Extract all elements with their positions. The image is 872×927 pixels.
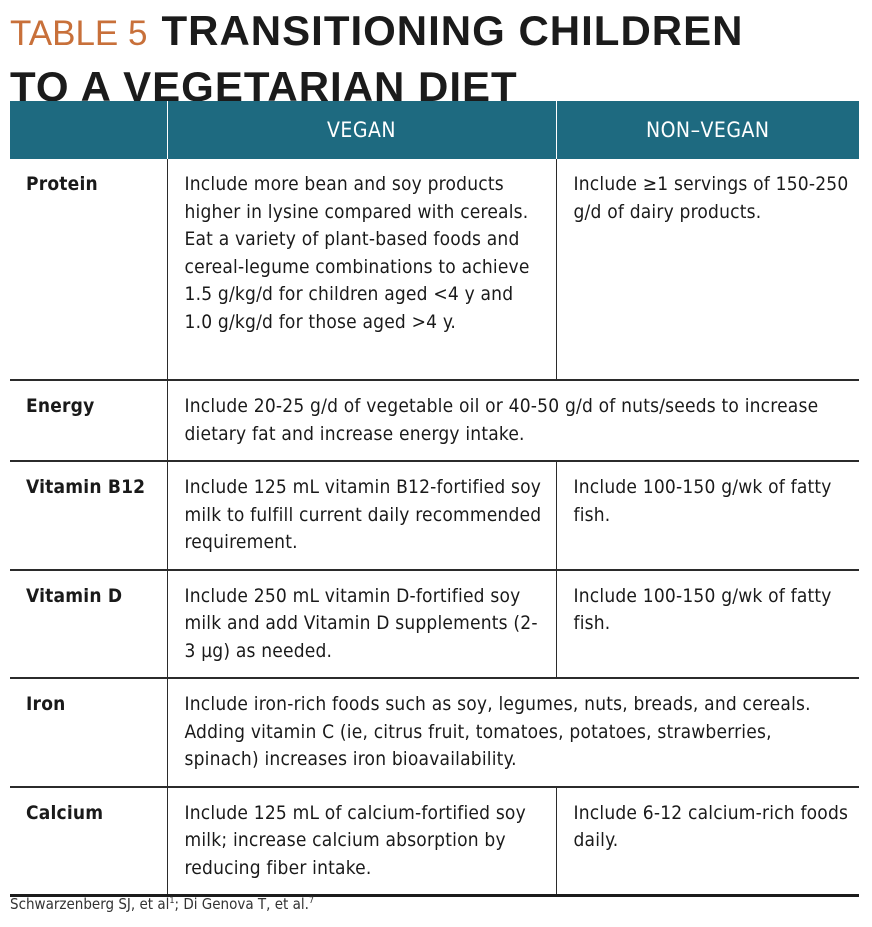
nutrient-label: Calcium [10, 785, 167, 897]
nutrient-label: Protein [26, 173, 98, 195]
table-title: TABLE 5 TRANSITIONING CHILDREN TO A VEGET… [10, 8, 870, 110]
table-row-vitamin-d: Vitamin D Include 250 mL vitamin D-forti… [10, 568, 859, 678]
table-row-calcium: Calcium Include 125 mL of calcium-fortif… [10, 785, 859, 897]
table-row-energy: Energy Include 20-25 g/d of vegetable oi… [10, 379, 859, 461]
nutrient-label: Energy [10, 379, 167, 461]
vegan-cell: Include more bean and soy products highe… [166, 159, 556, 380]
table-row-iron: Iron Include iron-rich foods such as soy… [10, 677, 859, 787]
nutrient-label: Vitamin D [10, 568, 167, 678]
source-footnote: Schwarzenberg SJ, et al1; Di Genova T, e… [10, 895, 314, 913]
non-vegan-cell: Include 6-12 calcium-rich foods daily. [555, 785, 859, 897]
nutrient-label: Iron [10, 677, 167, 787]
table-body: Protein Include more bean and soy produc… [10, 159, 859, 897]
reference-1: Schwarzenberg SJ, et al [10, 895, 170, 913]
vegan-cell: Include 250 mL vitamin D-fortified soy m… [166, 568, 556, 678]
reference-separator: ; Di Genova T, et al. [174, 895, 309, 913]
header-non-vegan: NON–VEGAN [555, 101, 859, 159]
table-row-protein: Protein Include more bean and soy produc… [10, 159, 859, 380]
reference-2-superscript: 7 [308, 896, 315, 906]
header-vegan: VEGAN [166, 101, 556, 159]
combined-cell: Include iron-rich foods such as soy, leg… [166, 677, 859, 787]
nutrition-table: VEGAN NON–VEGAN Protein Include more bea… [10, 101, 859, 897]
non-vegan-cell: Include ≥1 servings of 150-250 g/d of da… [555, 159, 859, 380]
title-line-1: TABLE 5 TRANSITIONING CHILDREN [10, 8, 870, 64]
combined-cell: Include 20-25 g/d of vegetable oil or 40… [166, 379, 859, 461]
nutrient-label: Vitamin B12 [10, 460, 167, 570]
title-text-line-1: TRANSITIONING CHILDREN [161, 7, 744, 54]
vegan-cell: Include 125 mL vitamin B12-fortified soy… [166, 460, 556, 570]
header-nutrient [10, 101, 167, 159]
table-number-label: TABLE 5 [10, 14, 148, 53]
reference-1-superscript: 1 [169, 896, 175, 906]
vegan-cell: Include 125 mL of calcium-fortified soy … [166, 785, 556, 897]
non-vegan-cell: Include 100-150 g/wk of fatty fish. [555, 460, 859, 570]
non-vegan-cell: Include 100-150 g/wk of fatty fish. [555, 568, 859, 678]
table-header: VEGAN NON–VEGAN [10, 101, 859, 159]
header-row: VEGAN NON–VEGAN [10, 101, 859, 159]
table-row-vitamin-b12: Vitamin B12 Include 125 mL vitamin B12-f… [10, 460, 859, 570]
